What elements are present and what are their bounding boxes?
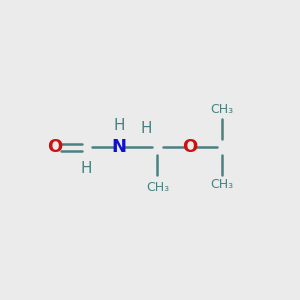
Text: CH₃: CH₃ (211, 178, 234, 191)
Text: CH₃: CH₃ (211, 103, 234, 116)
Text: CH₃: CH₃ (146, 181, 169, 194)
Text: H: H (113, 118, 125, 134)
Text: O: O (47, 138, 62, 156)
Text: H: H (140, 121, 152, 136)
Text: N: N (112, 138, 127, 156)
Text: O: O (182, 138, 197, 156)
Text: H: H (81, 161, 92, 176)
